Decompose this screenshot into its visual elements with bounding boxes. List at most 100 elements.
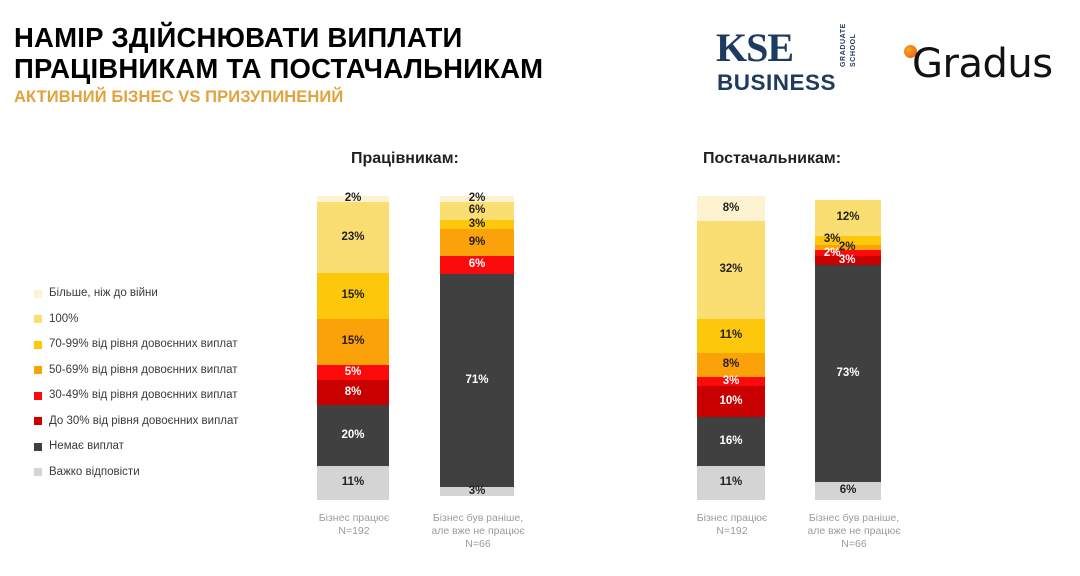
bar-segment: 6% — [440, 202, 514, 220]
legend-item-label: 70-99% від рівня довоєнних виплат — [49, 338, 238, 351]
bar-segment-value-label: 3% — [823, 233, 841, 246]
bar-segment-value-label: 6% — [839, 484, 857, 497]
legend-swatch-icon — [34, 391, 42, 400]
bar-segment: 3% — [440, 217, 514, 230]
bar-segment: 15% — [317, 272, 389, 319]
bar-segment: 10% — [697, 386, 765, 418]
bar-segment: 15% — [317, 318, 389, 365]
stacked-bar-suppliers-stopped: 12% 3% 2% 2% 3% 73% 6% — [815, 200, 881, 500]
bar-segment: 3% — [815, 233, 881, 246]
bar-segment: 73% — [815, 265, 881, 483]
bar-segment-value-label: 23% — [341, 230, 365, 243]
page-title-line-1: НАМІР ЗДІЙСНЮВАТИ ВИПЛАТИ — [14, 22, 463, 53]
gradus-dot-icon — [904, 45, 917, 58]
x-axis-label-suppliers-active: Бізнес працює N=192 — [696, 512, 768, 537]
bar-segment-value-label: 5% — [344, 365, 362, 378]
bar-segment-value-label: 11% — [719, 476, 743, 489]
bar-segment-value-label: 20% — [341, 428, 365, 441]
legend-item-label: 50-69% від рівня довоєнних виплат — [49, 363, 238, 376]
bar-segment-value-label: 71% — [465, 373, 489, 386]
x-axis-label-employees-stopped: Бізнес був раніше, але вже не працює N=6… — [431, 512, 525, 550]
page-header: НАМІР ЗДІЙСНЮВАТИ ВИПЛАТИ ПРАЦІВНИКАМ ТА… — [0, 0, 1080, 130]
legend-item: 30-49% від рівня довоєнних виплат — [34, 383, 294, 409]
bar-segment-value-label: 10% — [719, 394, 743, 407]
legend-swatch-icon — [34, 417, 42, 426]
legend-swatch-icon — [34, 468, 42, 477]
bar-segment-value-label: 73% — [836, 366, 860, 379]
stacked-bar-suppliers-active: 8% 32% 11% 8% 3% 10% 16% 11% — [697, 196, 765, 500]
legend-item: Важко відповісти — [34, 460, 294, 486]
bar-segment-value-label: 3% — [468, 217, 486, 230]
bar-segment-value-label: 15% — [341, 289, 365, 302]
bar-segment: 6% — [440, 256, 514, 274]
legend-item-label: Немає виплат — [49, 440, 124, 453]
page-subtitle: АКТИВНИЙ БІЗНЕС VS ПРИЗУПИНЕНИЙ — [14, 88, 344, 106]
bar-segment: 11% — [697, 466, 765, 500]
bar-segment-value-label: 3% — [468, 484, 486, 497]
legend-swatch-icon — [34, 315, 42, 324]
kse-business-logo: KSE GRADUATE SCHOOL BUSINESS — [716, 23, 878, 98]
bar-segment-value-label: 2% — [838, 240, 856, 253]
bar-segment-value-label: 2% — [823, 246, 841, 259]
bar-segment-value-label: 2% — [468, 192, 486, 205]
group-title-suppliers: Постачальникам: — [703, 150, 842, 167]
bar-segment: 2% — [815, 240, 881, 253]
gradus-wordmark: Gradus — [912, 41, 1053, 87]
gradus-logo: Gradus — [900, 40, 1070, 95]
stacked-bar-employees-stopped: 2% 6% 3% 9% 6% 71% 3% — [440, 192, 514, 497]
bar-segment: 9% — [440, 229, 514, 256]
group-title-employees: Працівникам: — [351, 150, 459, 167]
bar-segment: 11% — [697, 318, 765, 353]
legend-item: 50-69% від рівня довоєнних виплат — [34, 358, 294, 384]
chart-legend: Більше, ніж до війни 100% 70-99% від рівня… — [34, 281, 294, 485]
bar-segment-value-label: 9% — [468, 235, 486, 248]
legend-item-label: Більше, ніж до війни — [49, 287, 158, 300]
bar-segment: 3% — [815, 254, 881, 267]
legend-item: Немає виплат — [34, 434, 294, 460]
bar-segment-value-label: 3% — [838, 254, 856, 267]
legend-swatch-icon — [34, 340, 42, 349]
bar-segment-value-label: 32% — [719, 262, 743, 275]
bar-segment: 2% — [440, 192, 514, 205]
bar-segment-value-label: 2% — [344, 192, 362, 205]
bar-segment: 8% — [697, 196, 765, 221]
bar-segment: 11% — [317, 466, 389, 500]
bar-segment-value-label: 12% — [836, 211, 860, 224]
stacked-bar-employees-active: 2% 23% 15% 15% 5% 8% 20% 11% — [317, 192, 389, 500]
bar-segment: 23% — [317, 202, 389, 273]
bar-segment-value-label: 8% — [344, 385, 362, 398]
page-title-line-2: ПРАЦІВНИКАМ ТА ПОСТАЧАЛЬНИКАМ — [14, 53, 544, 84]
bar-segment: 6% — [815, 482, 881, 500]
bar-segment: 32% — [697, 220, 765, 319]
kse-business-text: BUSINESS — [717, 70, 837, 95]
kse-logo-top-row: KSE GRADUATE SCHOOL — [716, 23, 878, 70]
bar-segment-value-label: 8% — [722, 358, 740, 371]
x-axis-label-suppliers-stopped: Бізнес був раніше, але вже не працює N=6… — [807, 512, 901, 550]
legend-item: 100% — [34, 307, 294, 333]
bar-segment-value-label: 11% — [719, 328, 743, 341]
bar-segment-value-label: 6% — [468, 204, 486, 217]
legend-item-label: 30-49% від рівня довоєнних виплат — [49, 389, 238, 402]
bar-segment: 2% — [815, 247, 881, 258]
legend-item-label: 100% — [49, 312, 79, 325]
bar-segment: 3% — [697, 375, 765, 387]
kse-graduate-text: GRADUATE — [840, 23, 847, 67]
title-block: НАМІР ЗДІЙСНЮВАТИ ВИПЛАТИ ПРАЦІВНИКАМ ТА… — [14, 22, 674, 107]
legend-swatch-icon — [34, 366, 42, 375]
legend-item: 70-99% від рівня довоєнних виплат — [34, 332, 294, 358]
bar-segment: 12% — [815, 200, 881, 236]
kse-school-text: SCHOOL — [850, 33, 857, 67]
legend-item: Більше, ніж до війни — [34, 281, 294, 307]
kse-letters: KSE — [716, 25, 794, 70]
bar-segment: 71% — [440, 274, 514, 487]
bar-segment: 2% — [317, 192, 389, 205]
kse-graduate-school-mark: GRADUATE SCHOOL — [838, 23, 878, 67]
bar-segment: 20% — [317, 404, 389, 467]
legend-item: До 30% від рівня довоєнних виплат — [34, 409, 294, 435]
legend-item-label: До 30% від рівня довоєнних виплат — [49, 414, 239, 427]
bar-segment: 3% — [440, 484, 514, 497]
bar-segment-value-label: 11% — [341, 476, 365, 489]
bar-segment: 8% — [697, 352, 765, 378]
x-axis-label-employees-active: Бізнес працює N=192 — [318, 512, 390, 537]
bar-segment-value-label: 15% — [341, 335, 365, 348]
